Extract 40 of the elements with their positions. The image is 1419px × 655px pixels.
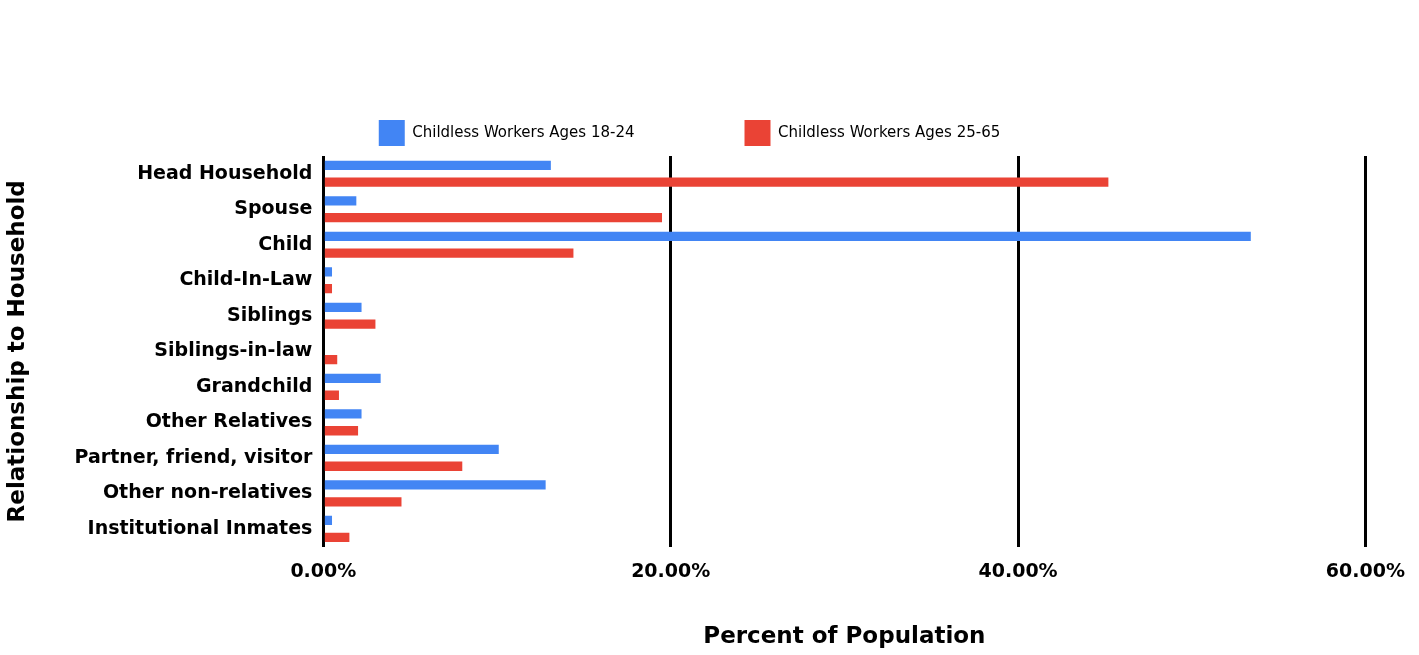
- y-tick-label: Partner, friend, visitor: [74, 444, 313, 467]
- bar: [324, 196, 357, 206]
- y-axis-title: Relationship to Household: [2, 180, 29, 523]
- bar: [324, 248, 574, 258]
- y-tick-label: Head Household: [137, 160, 313, 183]
- bar: [324, 409, 362, 419]
- bar: [324, 390, 339, 400]
- y-tick-label: Other Relatives: [145, 409, 313, 432]
- bar: [324, 213, 663, 223]
- y-tick-label: Institutional Inmates: [87, 515, 313, 538]
- y-tick-label: Other non-relatives: [102, 480, 313, 503]
- x-axis-title: Percent of Population: [703, 622, 986, 649]
- legend-label: Childless Workers Ages 18-24: [412, 122, 635, 141]
- y-tick-label: Child: [258, 231, 313, 254]
- bar: [324, 319, 376, 329]
- bar: [324, 302, 362, 312]
- bar: [324, 532, 350, 542]
- bar: [324, 373, 381, 384]
- y-tick-label: Grandchild: [195, 373, 313, 396]
- bar: [324, 497, 402, 507]
- x-tick-label: 40.00%: [978, 558, 1058, 581]
- bar: [324, 284, 333, 294]
- bar: [324, 515, 333, 526]
- bar: [324, 426, 359, 436]
- y-tick-label: Child-In-Law: [179, 267, 313, 290]
- legend-label: Childless Workers Ages 25-65: [778, 122, 1001, 141]
- bar: [324, 480, 546, 490]
- x-tick-label: 60.00%: [1325, 558, 1405, 581]
- bar: [324, 444, 499, 455]
- y-tick-label: Siblings: [227, 302, 313, 325]
- x-tick-label: 20.00%: [631, 558, 711, 581]
- x-tick-label: 0.00%: [290, 558, 357, 581]
- bar: [324, 160, 551, 170]
- bar: [324, 461, 463, 471]
- bar: [324, 267, 333, 277]
- y-tick-label: Spouse: [234, 196, 313, 219]
- bar: [324, 177, 1109, 187]
- bar: [324, 231, 1251, 241]
- bar: [324, 355, 338, 365]
- y-tick-label: Siblings-in-law: [154, 338, 313, 361]
